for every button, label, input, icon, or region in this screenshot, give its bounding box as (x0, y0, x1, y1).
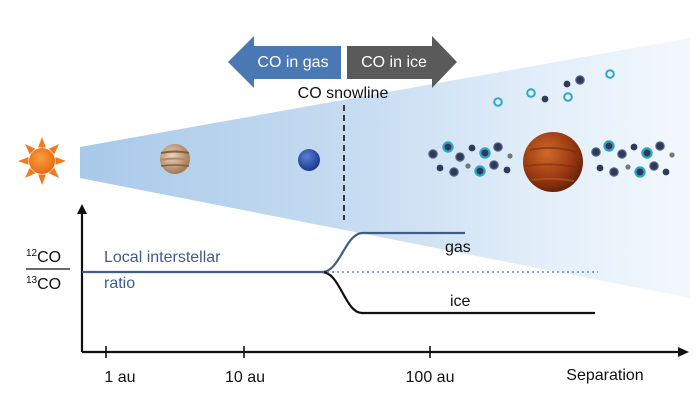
svg-text:12CO: 12CO (26, 248, 61, 266)
hot-giant-planet-icon (523, 132, 583, 192)
sun-ray (38, 174, 46, 185)
ice-grain (490, 161, 498, 169)
sun-ray (38, 137, 46, 148)
ice-grain (564, 81, 571, 88)
neptune-like-planet-icon (298, 149, 320, 171)
co-in-ice-label: CO in ice (361, 54, 427, 71)
co-ice-coated-grain (635, 167, 644, 176)
snowline-label: CO snowline (298, 85, 389, 102)
ice-grain (618, 150, 626, 158)
interstellar-label-line2: ratio (104, 275, 135, 292)
ice-grain (450, 168, 458, 176)
denominator-species: CO (37, 276, 61, 293)
y-axis-arrowhead (77, 204, 87, 214)
sun-ray (18, 157, 29, 165)
co-ice-coated-grain (642, 148, 651, 157)
gas-curve-label: gas (445, 239, 471, 256)
co-ice-coated-grain (604, 141, 613, 150)
dust-grain (507, 153, 512, 158)
sun-ray (55, 157, 66, 165)
ice-grain (469, 145, 476, 152)
ice-grain (494, 143, 502, 151)
sun-icon (18, 137, 66, 185)
denominator-mass: 13 (26, 275, 38, 286)
dust-grain (465, 163, 470, 168)
ice-grain (576, 76, 584, 84)
co-in-ice-arrow: CO in ice (347, 36, 457, 88)
jupiter-like-planet-icon (160, 144, 190, 174)
ice-grain (656, 142, 664, 150)
x-axis-arrowhead (678, 347, 689, 357)
tick-label-10au: 10 au (225, 369, 265, 386)
ice-grain (542, 96, 549, 103)
ratio-axis-label: 12CO 13CO (26, 248, 70, 293)
ice-grain (650, 162, 658, 170)
svg-text:13CO: 13CO (26, 275, 61, 293)
co-in-gas-label: CO in gas (257, 54, 328, 71)
tick-label-100au: 100 au (406, 369, 455, 386)
co-ice-coated-grain (475, 166, 484, 175)
ice-grain (504, 167, 511, 174)
ice-grain (631, 144, 638, 151)
ice-grain (592, 148, 600, 156)
ice-curve-label: ice (450, 293, 471, 310)
ice-grain (456, 153, 464, 161)
numerator-mass: 12 (26, 248, 38, 259)
ice-grain (610, 168, 618, 176)
tick-label-1au: 1 au (104, 369, 135, 386)
interstellar-label-line1: Local interstellar (104, 249, 221, 266)
ice-grain (429, 150, 437, 158)
ice-grain (663, 169, 670, 176)
dust-grain (669, 152, 674, 157)
co-ice-coated-grain (480, 148, 489, 157)
co-ice-coated-grain (443, 142, 452, 151)
dust-grain (625, 164, 630, 169)
co-in-gas-arrow: CO in gas (228, 36, 341, 88)
numerator-species: CO (37, 249, 61, 266)
x-axis-label: Separation (566, 367, 643, 384)
ice-grain (597, 165, 604, 172)
ice-grain (437, 165, 444, 172)
